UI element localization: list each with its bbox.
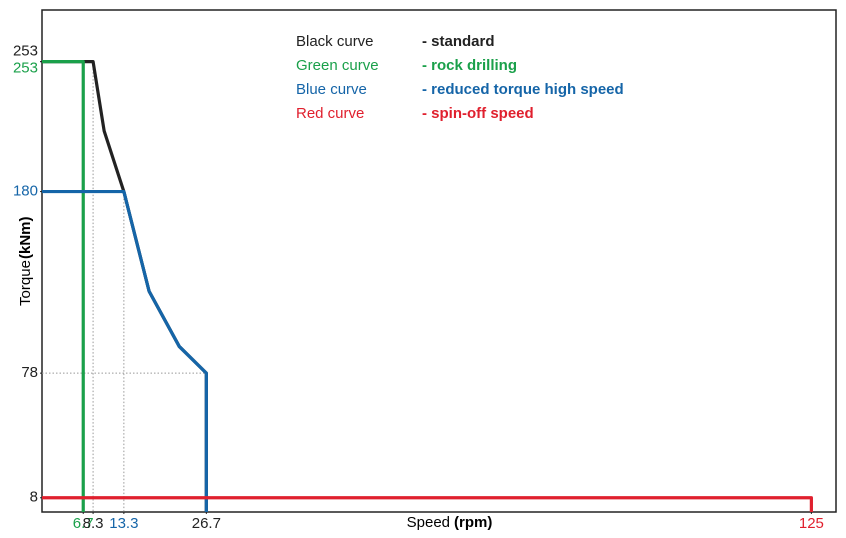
y-tick-label: 253 xyxy=(13,60,38,77)
x-tick-label: 13.3 xyxy=(109,515,138,532)
x-axis-label: Speed xyxy=(407,514,450,531)
x-tick-label: 26.7 xyxy=(192,515,221,532)
legend-description: - spin-off speed xyxy=(422,105,534,122)
y-tick-label: 180 xyxy=(13,183,38,200)
legend-name: Green curve xyxy=(296,57,379,74)
x-tick-label: 8.3 xyxy=(83,515,104,532)
x-axis-unit: (rpm) xyxy=(454,514,492,531)
curve xyxy=(42,60,85,512)
legend-description: - rock drilling xyxy=(422,57,517,74)
y-axis-label: Torque xyxy=(17,260,34,306)
y-axis-unit: (kNm) xyxy=(17,216,34,259)
curve xyxy=(42,496,813,512)
curve xyxy=(42,189,208,512)
y-tick-label: 253 xyxy=(13,43,38,60)
legend-name: Red curve xyxy=(296,105,364,122)
y-tick-label: 8 xyxy=(30,489,38,506)
plot-frame xyxy=(41,9,837,513)
x-tick-label: 6.7 xyxy=(73,515,94,532)
legend-description: - standard xyxy=(422,33,495,50)
x-tick-label: 125 xyxy=(799,515,824,532)
y-tick-label: 78 xyxy=(21,364,38,381)
legend-name: Blue curve xyxy=(296,81,367,98)
legend-name: Black curve xyxy=(296,33,374,50)
legend-description: - reduced torque high speed xyxy=(422,81,624,98)
